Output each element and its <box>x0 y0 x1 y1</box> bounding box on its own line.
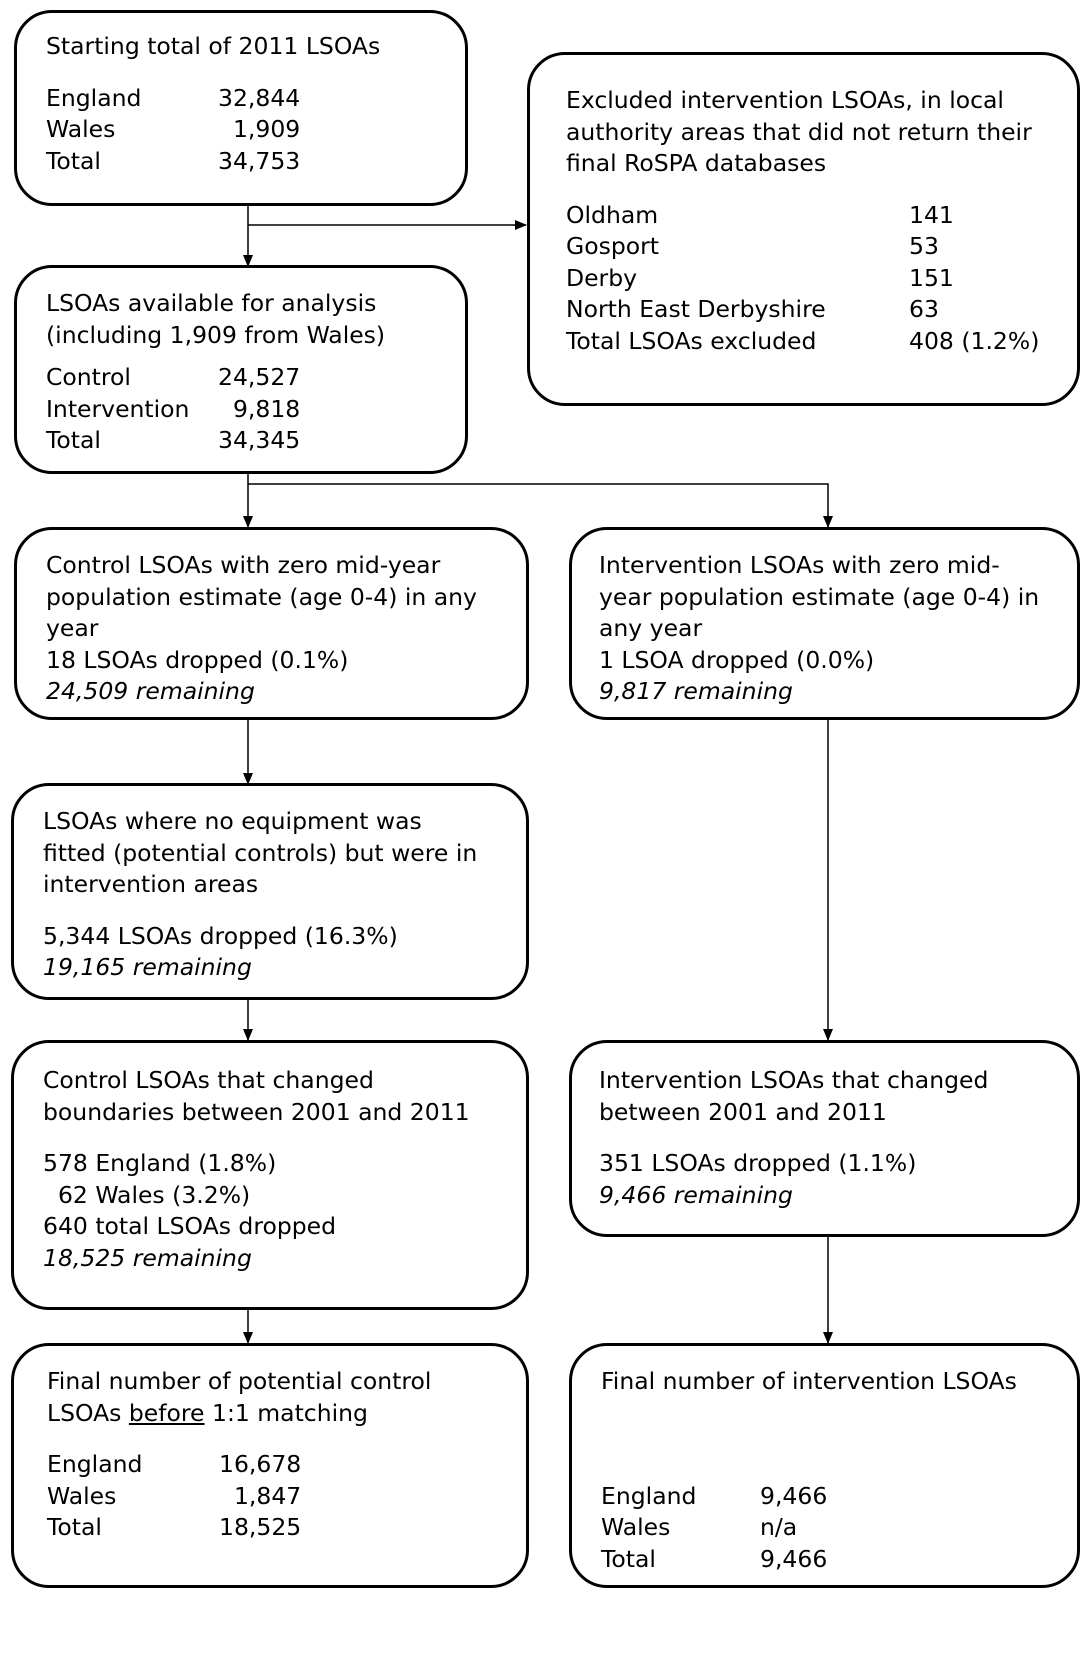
remaining-count: 9,466 remaining <box>599 1180 793 1209</box>
box-title: Starting total of 2011 LSOAs <box>46 32 381 60</box>
box-line: population estimate (age 0-4) in any <box>46 582 477 611</box>
dropped-count: 1 LSOA dropped (0.0%) <box>599 645 875 674</box>
row-wales: Wales 1,847 <box>47 1481 302 1510</box>
row-wales: Wales n/a <box>601 1513 798 1541</box>
box-line: LSOAs where no equipment was <box>43 807 422 835</box>
box-final-potential-controls: Final number of potential control LSOAs … <box>11 1343 529 1588</box>
box-line: intervention areas <box>43 870 259 898</box>
row-total: Total 34,753 <box>46 146 301 175</box>
box-title-line: (including 1,909 from Wales) <box>46 320 386 349</box>
box-title-line: Excluded intervention LSOAs, in local <box>566 86 1004 114</box>
dropped-count: 640 total LSOAs dropped <box>43 1212 337 1240</box>
dropped-count: 18 LSOAs dropped (0.1%) <box>46 645 349 674</box>
box-control-changed-boundaries: Control LSOAs that changed boundaries be… <box>11 1040 529 1310</box>
dropped-count: 5,344 LSOAs dropped (16.3%) <box>43 921 398 950</box>
box-title-line: final RoSPA databases <box>566 149 827 177</box>
box-intervention-changed: Intervention LSOAs that changed between … <box>569 1040 1080 1237</box>
box-no-equipment-fitted: LSOAs where no equipment was fitted (pot… <box>11 783 529 1000</box>
box-line: Intervention LSOAs that changed <box>599 1066 989 1094</box>
remaining-count: 24,509 remaining <box>46 677 255 705</box>
row-control: Control 24,527 <box>46 363 301 391</box>
box-title-line: authority areas that did not return thei… <box>566 117 1032 146</box>
remaining-count: 18,525 remaining <box>43 1243 252 1272</box>
remaining-count: 19,165 remaining <box>43 953 252 981</box>
row-total-excluded: Total LSOAs excluded 408 (1.2%) <box>566 326 1040 355</box>
row-north-east-derbyshire: North East Derbyshire 63 <box>566 295 939 323</box>
row-gosport: Gosport 53 <box>566 232 939 260</box>
box-control-zero-population: Control LSOAs with zero mid-year populat… <box>14 527 529 720</box>
row-england: England 16,678 <box>47 1450 302 1478</box>
row-total: Total 34,345 <box>46 426 301 454</box>
row-oldham: Oldham 141 <box>566 200 954 229</box>
detail-line: 62 Wales (3.2%) <box>43 1180 251 1209</box>
row-wales: Wales 1,909 <box>46 115 301 143</box>
row-total: Total 18,525 <box>47 1513 302 1541</box>
box-line: Final number of potential control <box>47 1367 432 1395</box>
box-final-interventions: Final number of intervention LSOAs Engla… <box>569 1343 1080 1588</box>
box-line: Intervention LSOAs with zero mid- <box>599 551 1000 579</box>
box-available-for-analysis: LSOAs available for analysis (including … <box>14 265 468 474</box>
box-line: year population estimate (age 0-4) in <box>599 582 1040 611</box>
row-england: England 32,844 <box>46 83 301 112</box>
box-starting-total: Starting total of 2011 LSOAs England 32,… <box>14 10 468 206</box>
box-title-line: LSOAs available for analysis <box>46 289 377 317</box>
row-total: Total 9,466 <box>601 1544 828 1573</box>
arrow-to-intervention-zero <box>248 483 833 528</box>
box-line: boundaries between 2001 and 2011 <box>43 1097 470 1126</box>
box-title: Final number of intervention LSOAs <box>601 1367 1017 1395</box>
row-intervention: Intervention 9,818 <box>46 394 301 423</box>
row-england: England 9,466 <box>601 1481 828 1510</box>
flow-arrows <box>243 206 833 1344</box>
row-derby: Derby 151 <box>566 263 954 292</box>
detail-line: 578 England (1.8%) <box>43 1149 277 1177</box>
box-intervention-zero-population: Intervention LSOAs with zero mid- year p… <box>569 527 1080 720</box>
box-line: Control LSOAs with zero mid-year <box>46 551 441 579</box>
box-excluded-interventions: Excluded intervention LSOAs, in local au… <box>527 52 1080 406</box>
box-line: year <box>46 614 99 642</box>
box-line: LSOAs before 1:1 matching <box>47 1398 368 1427</box>
box-line: between 2001 and 2011 <box>599 1097 887 1126</box>
box-line: any year <box>599 614 703 642</box>
box-line: fitted (potential controls) but were in <box>43 838 478 867</box>
box-line: Control LSOAs that changed <box>43 1066 374 1094</box>
remaining-count: 9,817 remaining <box>599 677 793 705</box>
underlined-word: before <box>128 1398 205 1427</box>
dropped-count: 351 LSOAs dropped (1.1%) <box>599 1149 917 1177</box>
